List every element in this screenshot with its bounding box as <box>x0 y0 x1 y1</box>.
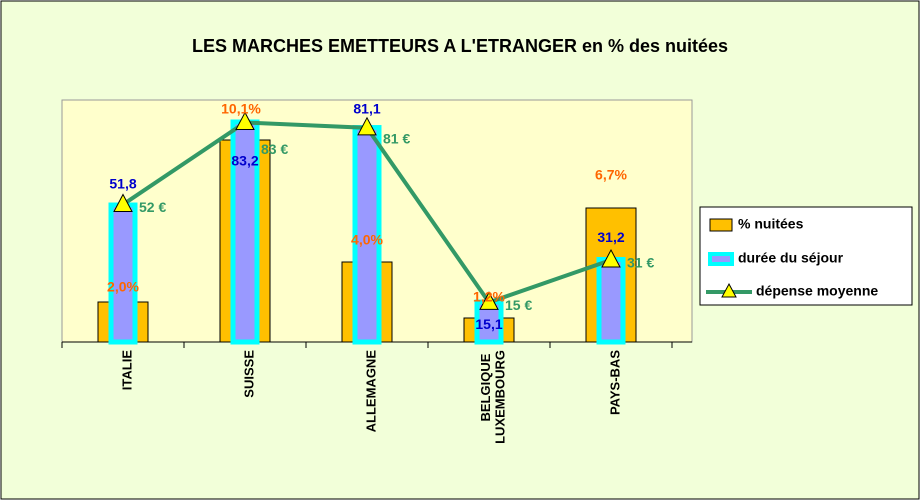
x-tick-label: PAYS-BAS <box>607 350 622 415</box>
legend-swatch <box>708 252 734 266</box>
chart-title: LES MARCHES EMETTEURS A L'ETRANGER en % … <box>192 36 728 56</box>
x-tick-label: ALLEMAGNE <box>363 350 378 433</box>
legend-label: dépense moyenne <box>756 283 878 299</box>
data-label: 15,1 <box>475 316 502 332</box>
data-label: 81,1 <box>353 100 380 116</box>
legend-label: % nuitées <box>738 216 804 232</box>
legend-label: durée du séjour <box>738 250 844 266</box>
data-label: 6,7% <box>595 167 627 183</box>
bar <box>108 202 138 345</box>
line-marker <box>601 248 621 268</box>
data-label: 2,0% <box>107 279 139 295</box>
data-label: 31,2 <box>597 229 624 245</box>
x-tick-label: BELGIQUE LUXEMBOURG <box>478 350 507 444</box>
data-label: 1,2% <box>473 289 505 305</box>
data-label: 51,8 <box>109 176 136 192</box>
data-label: 10,1% <box>221 101 261 117</box>
data-label: 4,0% <box>351 232 383 248</box>
x-tick-label: ITALIE <box>119 350 134 391</box>
legend <box>699 206 913 306</box>
legend-swatch <box>709 218 733 232</box>
bar <box>596 257 626 345</box>
x-tick-label: SUISSE <box>241 350 256 398</box>
data-label: 83 € <box>261 141 288 157</box>
data-label: 52 € <box>139 199 166 215</box>
data-label: 83,2 <box>231 153 258 169</box>
line-marker <box>479 291 499 310</box>
data-label: 15 € <box>505 297 532 313</box>
line-marker <box>235 111 255 131</box>
data-label: 31 € <box>627 255 654 271</box>
line-marker <box>357 116 377 136</box>
bar <box>352 125 382 345</box>
line-marker <box>113 193 133 212</box>
data-label: 81 € <box>383 131 410 147</box>
legend-swatch <box>721 282 737 298</box>
bar <box>230 119 260 345</box>
